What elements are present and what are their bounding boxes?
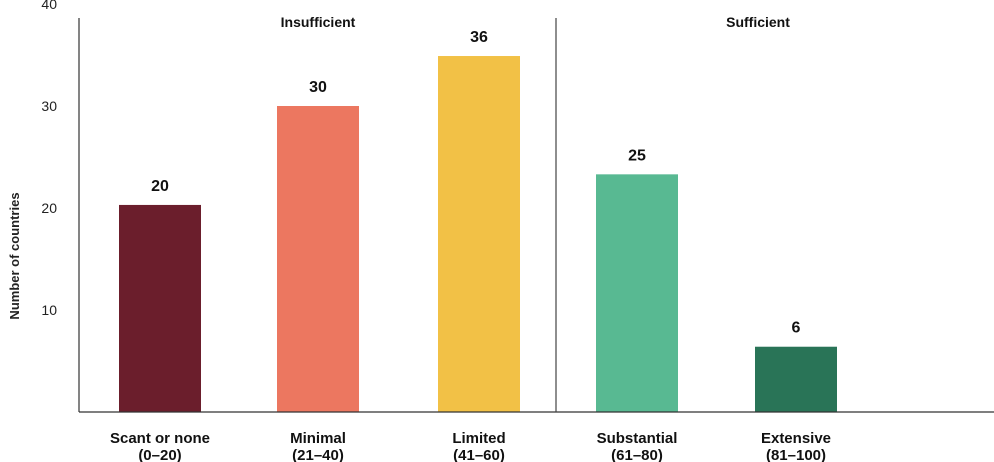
group-label-insufficient: Insufficient (281, 14, 356, 30)
bar-extensive (755, 346, 837, 412)
bar-scant-or-none (119, 204, 201, 412)
y-axis-title: Number of countries (7, 192, 22, 319)
y-tick-label: 40 (41, 0, 57, 12)
data-label: 30 (309, 79, 327, 96)
data-label: 25 (628, 147, 646, 164)
x-tick-range-label: (21–40) (292, 447, 344, 462)
x-tick-label: Substantial (597, 430, 678, 447)
data-label: 6 (792, 320, 801, 337)
x-tick-range-label: (0–20) (138, 447, 181, 462)
y-tick-label: 30 (41, 98, 57, 114)
bar-minimal (277, 106, 359, 412)
bar-substantial (596, 174, 678, 412)
x-tick-label: Scant or none (110, 430, 210, 447)
data-label: 20 (151, 178, 169, 195)
x-tick-range-label: (41–60) (453, 447, 505, 462)
data-label: 36 (470, 29, 488, 46)
y-tick-label: 20 (41, 200, 57, 216)
x-tick-range-label: (61–80) (611, 447, 663, 462)
y-tick-label: 10 (41, 302, 57, 318)
group-label-sufficient: Sufficient (726, 14, 790, 30)
x-tick-label: Extensive (761, 430, 831, 447)
x-tick-label: Limited (452, 430, 505, 447)
x-tick-label: Minimal (290, 430, 346, 447)
bar-limited (438, 56, 520, 413)
x-tick-range-label: (81–100) (766, 447, 826, 462)
